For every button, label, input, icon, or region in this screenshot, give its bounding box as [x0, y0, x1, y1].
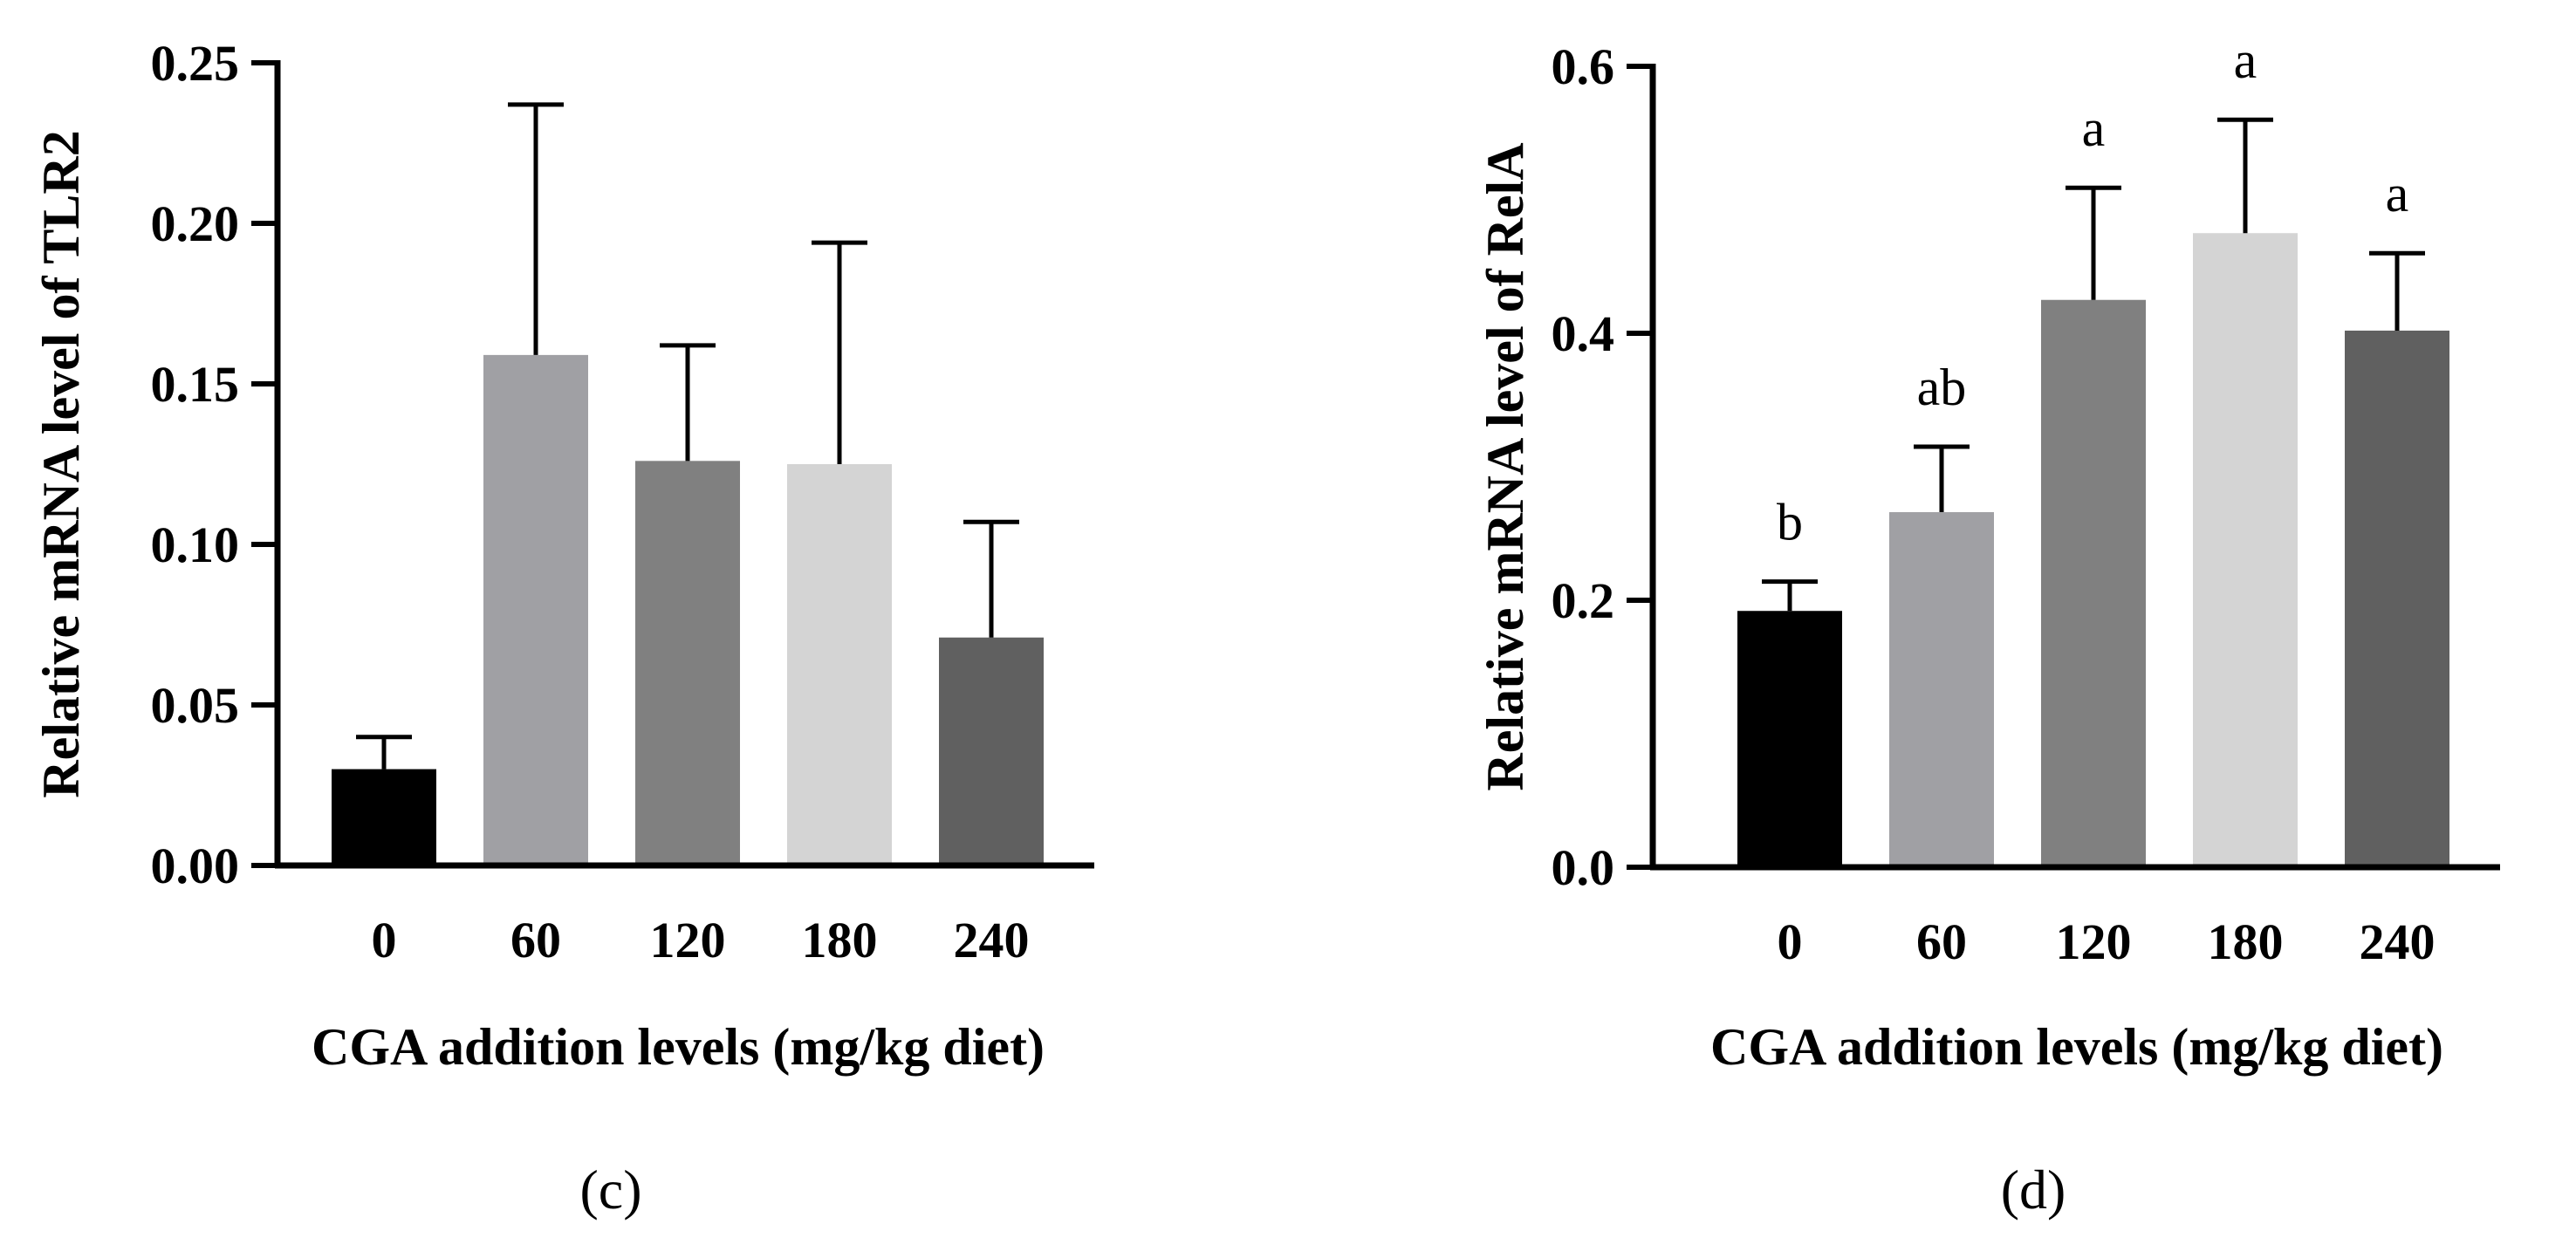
x-tick-label: 240: [954, 912, 1030, 968]
chart-panel-d: b 0 ab 60 a 120 a 180 a 240 0.0 0.2 0.4 0.6 Relative m…: [1476, 31, 2500, 1221]
y-tick-label: 0.05: [151, 677, 240, 734]
y-tick-label: 0.4: [1552, 305, 1615, 362]
bar: [939, 637, 1044, 865]
x-tick-label: 240: [2360, 913, 2436, 970]
chart-panel-c: 0 60 120 180 240 0.00 0.05 0.10 0.15 0.20 0.25 Rela…: [32, 35, 1094, 1221]
x-tick-label: 120: [650, 912, 726, 968]
y-tick-label: 0.2: [1552, 572, 1615, 629]
y-tick-label: 0.6: [1552, 38, 1615, 95]
y-tick-label: 0.0: [1552, 839, 1615, 896]
x-tick-label: 0: [372, 912, 397, 968]
bar: [2041, 299, 2146, 867]
bar: [787, 464, 892, 865]
y-tick-label: 0.20: [151, 195, 240, 252]
significance-label: a: [2082, 99, 2106, 157]
bar: [635, 461, 740, 865]
x-tick-label: 60: [510, 912, 561, 968]
bar: [1889, 512, 1994, 867]
x-axis-title: CGA addition levels (mg/kg diet): [1710, 1018, 2443, 1076]
panel-label: (c): [579, 1159, 641, 1221]
bar: [483, 354, 588, 865]
bar: [2345, 330, 2449, 867]
bar: [332, 769, 436, 865]
y-tick-label: 0.10: [151, 516, 240, 573]
bar: [2193, 233, 2298, 867]
y-axis-title: Relative mRNA level of TLR2: [32, 130, 90, 797]
y-axis-title: Relative mRNA level of RelA: [1476, 142, 1534, 790]
x-tick-label: 180: [2208, 913, 2284, 970]
y-tick-label: 0.15: [151, 356, 240, 413]
bar: [1737, 611, 1842, 867]
x-tick-label: 60: [1916, 913, 1967, 970]
significance-label: b: [1777, 494, 1803, 551]
panel-label: (d): [2001, 1159, 2066, 1221]
x-tick-label: 120: [2056, 913, 2132, 970]
significance-label: ab: [1917, 359, 1967, 416]
y-tick-label: 0.00: [151, 838, 240, 894]
x-tick-label: 180: [802, 912, 878, 968]
significance-label: a: [2234, 31, 2257, 89]
x-axis-title: CGA addition levels (mg/kg diet): [312, 1018, 1045, 1076]
y-tick-label: 0.25: [151, 35, 240, 92]
x-tick-label: 0: [1778, 913, 1803, 970]
significance-label: a: [2386, 165, 2409, 222]
